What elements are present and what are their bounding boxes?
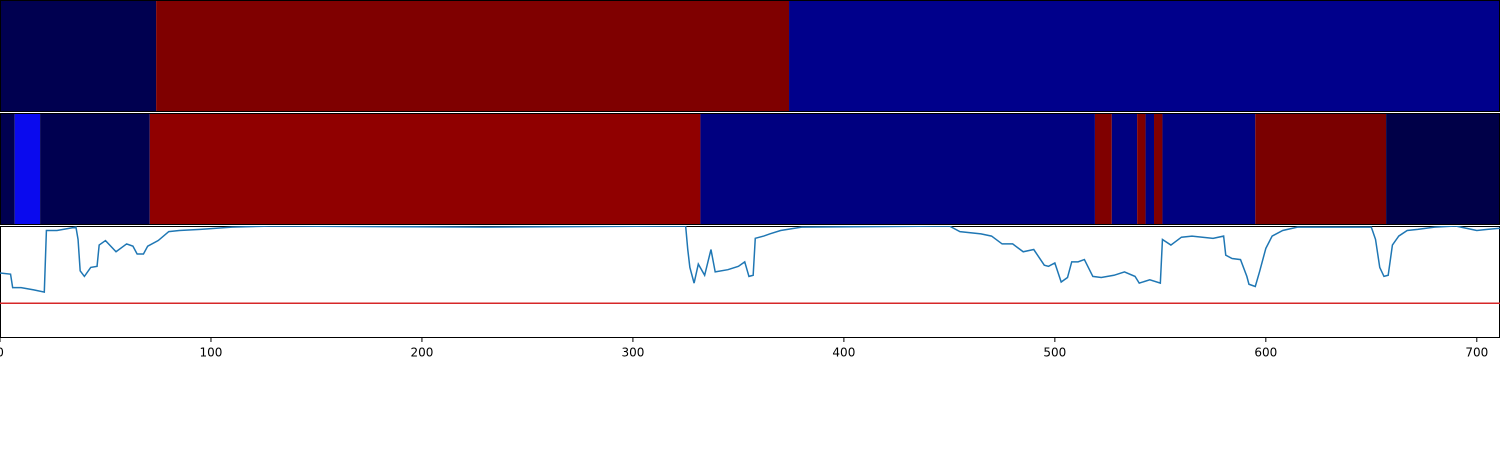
x-tick-label: 0	[0, 346, 4, 360]
segment	[1111, 113, 1138, 225]
x-tick-label: 500	[1043, 346, 1066, 360]
x-tick-label: 700	[1465, 346, 1488, 360]
segment	[14, 113, 41, 225]
segment	[149, 113, 701, 225]
segment	[1145, 113, 1155, 225]
segment	[1162, 113, 1256, 225]
segment	[700, 113, 1095, 225]
panel-frame	[0, 226, 1500, 338]
segment	[1094, 113, 1112, 225]
x-tick-label: 100	[200, 346, 223, 360]
segment	[1386, 113, 1500, 225]
segment	[1154, 113, 1163, 225]
signal-line	[0, 226, 1500, 293]
segment	[0, 0, 157, 112]
x-tick-label: 600	[1254, 346, 1277, 360]
segment	[789, 0, 1500, 112]
x-tick-label: 200	[410, 346, 433, 360]
segment	[1137, 113, 1146, 225]
x-tick-label: 400	[832, 346, 855, 360]
x-tick-label: 300	[621, 346, 644, 360]
segment	[1255, 113, 1387, 225]
segment	[156, 0, 790, 112]
segment	[40, 113, 150, 225]
segment	[0, 113, 15, 225]
